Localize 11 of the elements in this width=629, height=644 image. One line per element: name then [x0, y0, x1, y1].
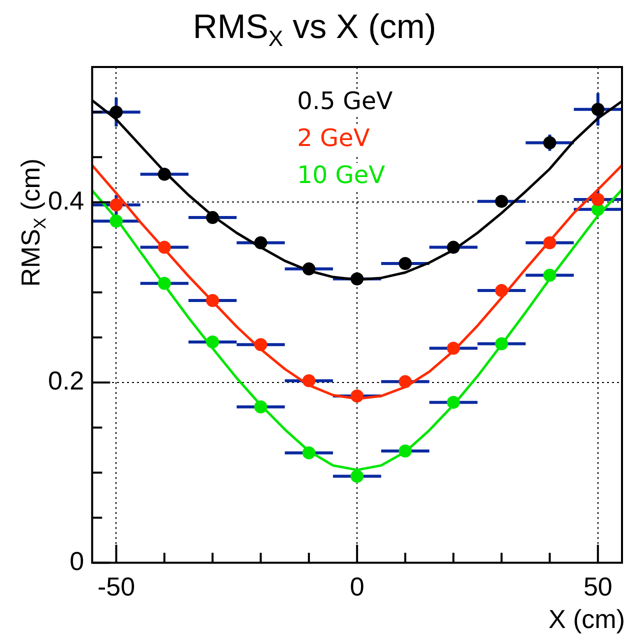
x-tick-label: -50	[97, 572, 136, 602]
text: 2 GeV	[297, 124, 370, 152]
x-axis-title: X (cm)	[548, 604, 625, 635]
y-tick-label: 0	[70, 546, 84, 576]
text: 0.5 GeV	[297, 87, 394, 116]
y-tick-label: 0.4	[48, 185, 84, 216]
chart-title: RMS$_{X}$ vs X (cm)	[192, 8, 438, 52]
x-tick-label: 50	[583, 572, 612, 602]
y-tick-label: 0.2	[48, 366, 84, 396]
x-tick-label: 0	[350, 572, 364, 602]
text: 10 GeV	[297, 161, 386, 190]
